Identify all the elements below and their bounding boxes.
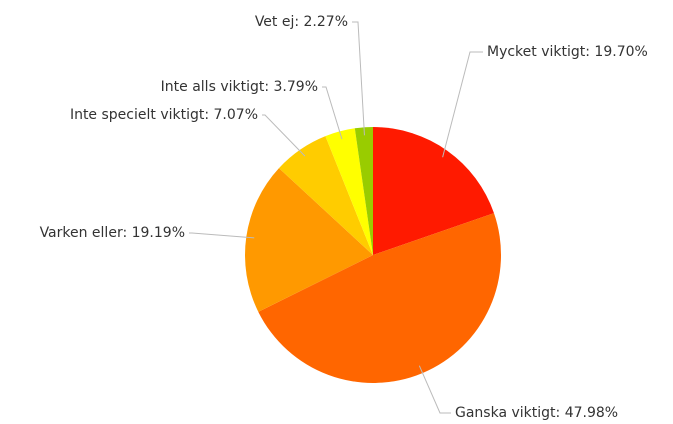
slice-label: Ganska viktigt: 47.98% [455,405,618,421]
pie-slice [258,213,501,383]
leader-line [352,21,365,136]
pie-slice [373,127,494,255]
leader-line [322,86,343,140]
slice-label: Vet ej: 2.27% [255,14,348,30]
slice-label: Inte specielt viktigt: 7.07% [70,107,258,123]
leader-line [189,232,255,239]
pie-slice [354,127,373,255]
slice-label: Mycket viktigt: 19.70% [487,44,648,60]
slice-label: Inte alls viktigt: 3.79% [161,79,318,95]
slice-label: Varken eller: 19.19% [40,225,185,241]
leader-line [442,51,483,158]
pie-slice [325,128,373,255]
leader-line [418,365,451,414]
leader-line [262,114,306,157]
pie-slice [278,136,373,255]
pie-slice [245,168,373,312]
